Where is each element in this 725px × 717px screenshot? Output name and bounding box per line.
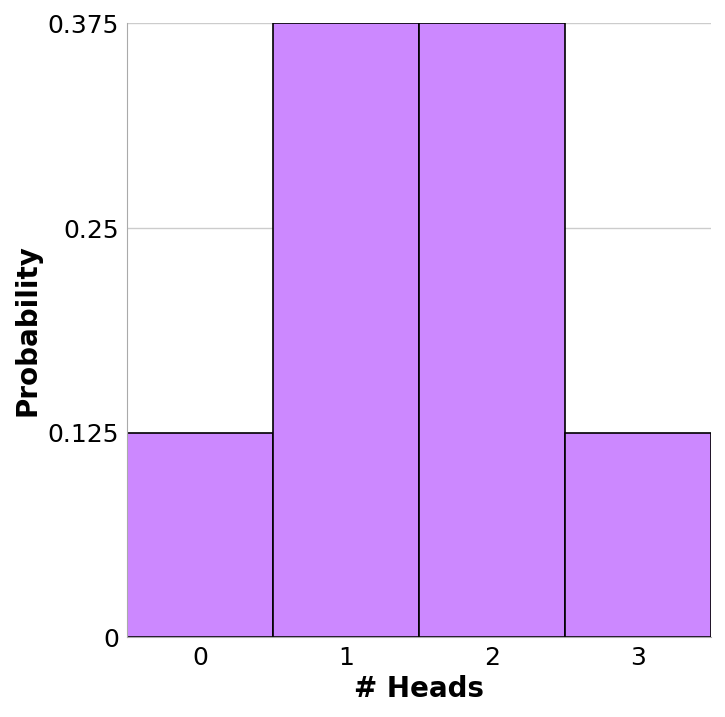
Y-axis label: Probability: Probability bbox=[14, 244, 42, 417]
Bar bbox=[566, 432, 711, 637]
X-axis label: # Heads: # Heads bbox=[355, 675, 484, 703]
Bar bbox=[128, 432, 273, 637]
Bar bbox=[419, 24, 566, 637]
Bar bbox=[273, 24, 419, 637]
